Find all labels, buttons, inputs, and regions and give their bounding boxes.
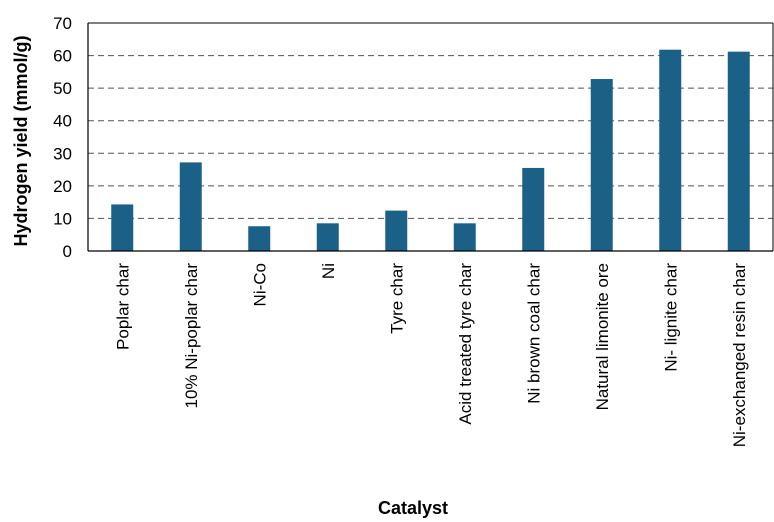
x-tick-label: Poplar char bbox=[113, 263, 132, 350]
x-tick-labels: Poplar char 10% Ni-poplar char Ni-Co Ni Tyre… bbox=[113, 263, 749, 448]
x-tick-label: Ni-exchanged resin char bbox=[730, 263, 749, 448]
bar bbox=[385, 210, 408, 251]
x-tick-label: Ni bbox=[319, 263, 338, 279]
bar bbox=[111, 204, 134, 251]
y-tick-label: 20 bbox=[53, 177, 72, 196]
x-tick-label: Ni brown coal char bbox=[524, 263, 543, 404]
y-tick-label: 10 bbox=[53, 209, 72, 228]
x-tick-label: 10% Ni-poplar char bbox=[182, 263, 201, 409]
x-axis-title: Catalyst bbox=[378, 498, 448, 518]
y-tick-label: 60 bbox=[53, 47, 72, 66]
bar bbox=[316, 223, 339, 251]
y-tick-labels: 0 10 20 30 40 50 60 70 bbox=[53, 14, 72, 261]
y-tick-label: 70 bbox=[53, 14, 72, 33]
bar bbox=[179, 162, 202, 251]
bar bbox=[727, 51, 750, 251]
y-tick-label: 30 bbox=[53, 144, 72, 163]
y-tick-label: 40 bbox=[53, 112, 72, 131]
bar bbox=[453, 223, 476, 251]
bar bbox=[590, 79, 613, 251]
y-axis-title: Hydrogen yield (mmol/g) bbox=[11, 35, 31, 246]
x-tick-label: Acid treated tyre char bbox=[456, 263, 475, 425]
x-tick-label: Natural limonite ore bbox=[593, 263, 612, 410]
x-tick-label: Tyre char bbox=[387, 263, 406, 334]
x-tick-label: Ni-Co bbox=[250, 263, 269, 306]
bars bbox=[111, 49, 750, 251]
x-tick-label: Ni- lignite char bbox=[661, 263, 680, 372]
axes bbox=[87, 22, 774, 252]
bar bbox=[248, 226, 271, 251]
bar bbox=[659, 49, 682, 251]
y-tick-label: 0 bbox=[63, 242, 72, 261]
bar bbox=[522, 167, 545, 251]
y-tick-label: 50 bbox=[53, 79, 72, 98]
